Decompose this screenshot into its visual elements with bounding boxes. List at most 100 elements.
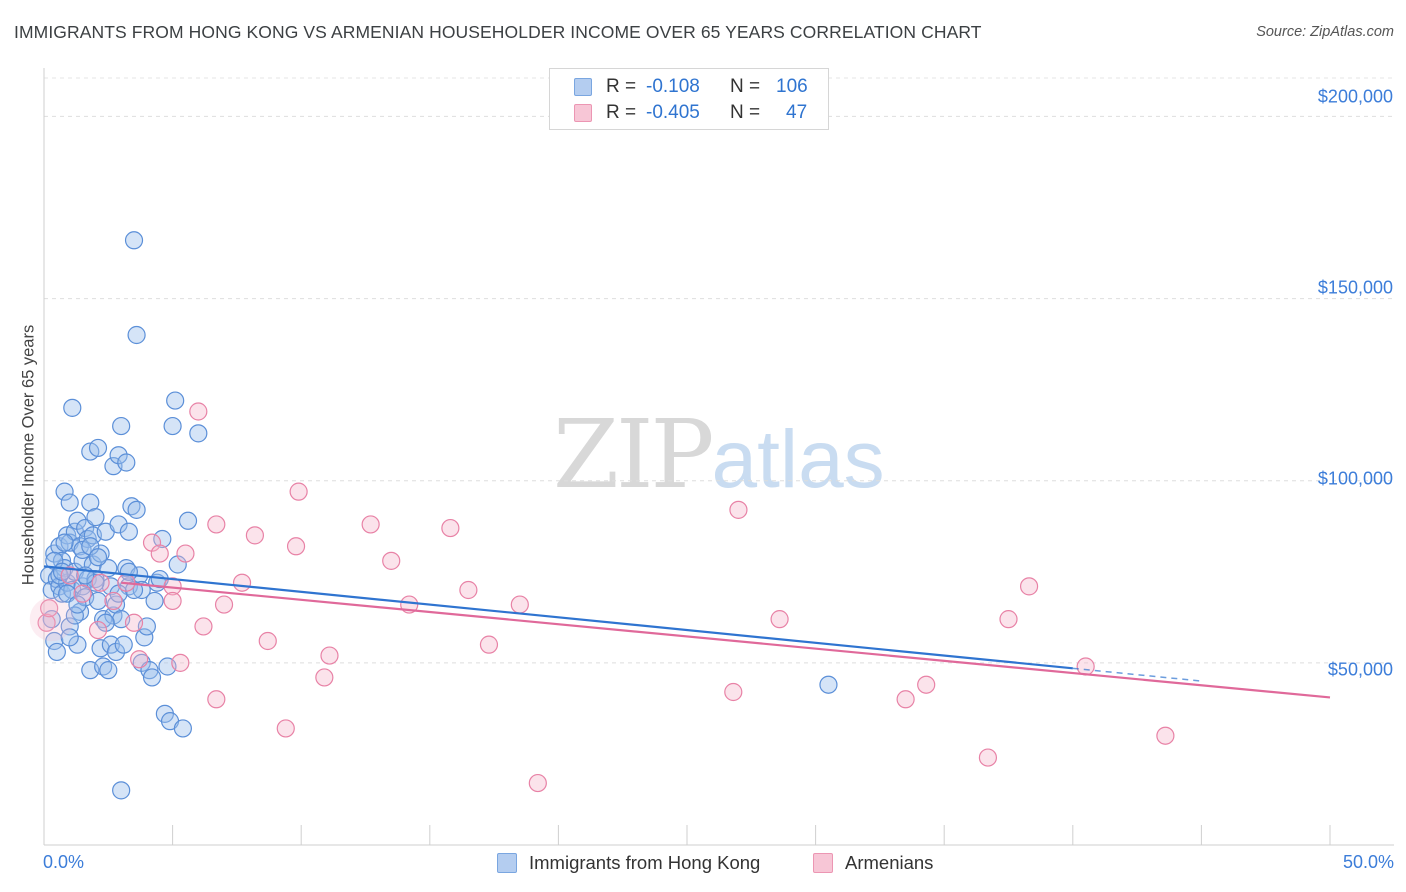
r-value: -0.108 [646, 76, 700, 97]
hong-kong-point [163, 416, 182, 436]
source-label: Source: ZipAtlas.com [1256, 24, 1394, 40]
armenians-trend-line [121, 581, 1331, 699]
hong-kong-point [819, 675, 838, 694]
armenians-point [245, 526, 265, 545]
bottom-legend-hong-kong: Immigrants from Hong Kong [497, 852, 760, 874]
armenians-point [232, 573, 252, 592]
hong-kong-point [124, 580, 144, 600]
hong-kong-point [68, 635, 87, 654]
hong-kong-point [124, 231, 144, 250]
watermark-atlas: atlas [711, 414, 885, 505]
y-tick-label: $200,000 [1317, 86, 1393, 107]
hong-kong-point [96, 613, 115, 632]
armenians-point [207, 515, 226, 534]
hong-kong-point [127, 325, 146, 345]
armenians-point [315, 668, 334, 687]
armenians-point [91, 573, 110, 592]
armenians-point [729, 500, 748, 519]
hong-kong-point [114, 635, 133, 654]
hong-kong-point [112, 781, 131, 800]
hong-kong-point [86, 508, 105, 527]
hong-kong-point [135, 628, 154, 647]
armenians-point [917, 675, 936, 694]
hong-kong-point [119, 522, 138, 541]
legend-row-armenians: R = -0.405 N = 47 [574, 101, 807, 125]
hong-kong-point [112, 416, 131, 436]
armenians-point [361, 515, 380, 534]
hong-kong-point [55, 533, 74, 552]
chart-title: IMMIGRANTS FROM HONG KONG VS ARMENIAN HO… [14, 22, 982, 42]
hong-kong-trend-line [43, 565, 1073, 670]
legend-label: Armenians [845, 852, 934, 873]
armenians-point [770, 610, 789, 629]
y-tick-label: $50,000 [1327, 659, 1393, 680]
armenians-point [124, 613, 144, 632]
armenians-point [459, 580, 478, 600]
armenians-point [286, 537, 306, 556]
hong-kong-point [145, 591, 164, 611]
n-value: 47 [786, 102, 808, 123]
hong-kong-point [99, 661, 118, 680]
n-label: N = [730, 102, 761, 123]
n-value: 106 [776, 76, 808, 97]
hong-kong-point [109, 515, 128, 534]
hong-kong-point [153, 529, 172, 549]
hong-kong-point [60, 628, 79, 647]
armenians-point [150, 544, 169, 563]
n-label: N = [730, 76, 761, 97]
armenians-point [1156, 726, 1175, 745]
hong-kong-point [178, 511, 198, 530]
y-tick-label: $100,000 [1317, 468, 1393, 489]
armenians-point [896, 690, 915, 709]
x-tick-label: 0.0% [43, 852, 85, 872]
armenians-point [1076, 657, 1095, 676]
hong-kong-point [45, 631, 64, 651]
armenians-point [73, 584, 92, 603]
armenians-point [163, 591, 182, 611]
hong-kong-point [101, 577, 120, 596]
legend-swatch-pink [574, 104, 592, 122]
y-tick-label: $150,000 [1317, 277, 1393, 298]
hong-kong-point [117, 453, 136, 472]
armenians-point [978, 748, 998, 767]
bottom-legend-armenians: Armenians [813, 852, 933, 874]
hong-kong-point [91, 639, 110, 658]
armenians-point-cluster [29, 597, 74, 642]
hong-kong-point [52, 584, 72, 603]
hong-kong-point [65, 606, 84, 625]
hong-kong-point [55, 482, 74, 501]
armenians-point [479, 635, 499, 654]
legend-swatch-blue [574, 78, 592, 96]
hong-kong-point [142, 668, 162, 687]
r-value: -0.405 [646, 102, 700, 123]
watermark-zip: ZIP [553, 400, 714, 510]
armenians-point [176, 544, 195, 563]
armenians-point [724, 682, 743, 702]
correlation-legend: R = -0.108 N = 106 R = -0.405 N = 47 [549, 68, 829, 130]
armenians-point [258, 631, 277, 651]
hong-kong-point [60, 493, 79, 512]
hong-kong-point [106, 642, 126, 662]
hong-kong-point [109, 446, 128, 465]
armenians-point [60, 566, 79, 585]
armenians-point [999, 610, 1018, 629]
hong-kong-point [47, 642, 66, 662]
armenians-point [214, 595, 234, 614]
armenians-point [130, 650, 149, 669]
hong-kong-point [127, 500, 146, 519]
armenians-point [276, 719, 295, 738]
r-label: R = [606, 102, 637, 123]
hong-kong-point [173, 719, 192, 738]
armenians-point [289, 482, 308, 501]
hong-kong-point [166, 391, 185, 410]
legend-label: Immigrants from Hong Kong [529, 852, 761, 873]
armenians-point [441, 518, 460, 538]
hong-kong-point [88, 438, 108, 458]
armenians-point [382, 551, 401, 570]
armenians-point [510, 595, 529, 614]
y-axis-label: Householder Income Over 65 years [19, 324, 38, 586]
hong-kong-point [189, 424, 208, 443]
hong-kong-point [88, 548, 108, 567]
armenians-point [320, 646, 339, 665]
